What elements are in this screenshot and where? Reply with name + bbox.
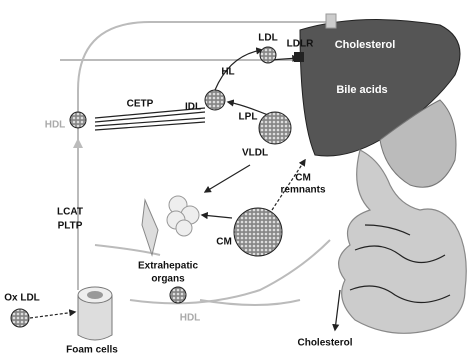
label: LPL (239, 112, 258, 123)
label: Foam cells (66, 345, 118, 356)
label: organs (151, 274, 185, 285)
background-pathways (60, 21, 331, 306)
label: LCAT (57, 207, 83, 218)
arrows (29, 47, 306, 319)
label: remnants (280, 185, 325, 196)
label: HDL (180, 313, 201, 324)
label: LDL (258, 33, 277, 44)
label: HDL (45, 120, 66, 131)
ldlr-receptor (294, 52, 304, 62)
label: Cholesterol (335, 39, 396, 51)
label: CM (295, 173, 311, 184)
label: LDLR (287, 39, 314, 50)
label: PLTP (58, 221, 83, 232)
label: IDL (185, 102, 201, 113)
label: Ox LDL (4, 293, 40, 304)
label: VLDL (242, 148, 268, 159)
label: CM (216, 237, 232, 248)
label: Extrahepatic (138, 261, 198, 272)
intestines (332, 149, 467, 334)
label: CETP (127, 99, 154, 110)
particles (10, 46, 304, 341)
liver (299, 13, 461, 188)
label: Cholesterol (297, 338, 352, 349)
label: Bile acids (336, 84, 387, 96)
label: HL (221, 67, 234, 78)
